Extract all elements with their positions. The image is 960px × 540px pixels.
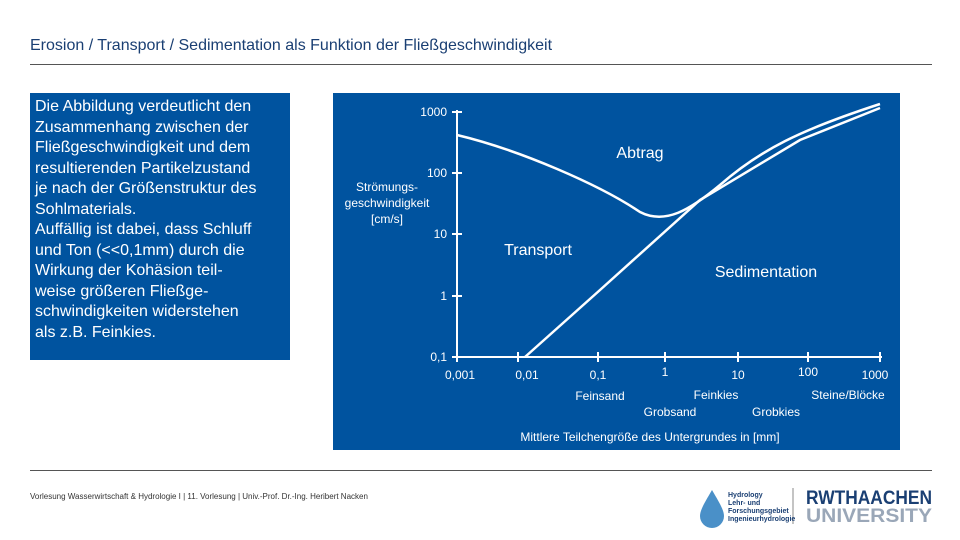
region-label: Sedimentation	[715, 264, 817, 281]
footer-text: Vorlesung Wasserwirtschaft & Hydrologie …	[30, 492, 368, 501]
y-tick-label: 10	[434, 227, 448, 241]
x-tick-label: 0,001	[445, 368, 475, 382]
grain-class: Feinsand	[575, 389, 624, 403]
text-line: Die Abbildung verdeutlicht den	[35, 98, 252, 115]
grain-class: Steine/Blöcke	[811, 388, 885, 402]
slide-title: Erosion / Transport / Sedimentation als …	[30, 37, 553, 54]
y-tick-label: 1	[440, 289, 447, 303]
x-tick-label: 100	[798, 365, 818, 379]
text-line: Zusammenhang zwischen der	[35, 118, 249, 136]
logo-hydro-text: Hydrology	[728, 492, 763, 499]
footer-rule	[30, 470, 932, 471]
x-tick-label: 1000	[862, 368, 889, 382]
grain-class: Grobsand	[644, 405, 697, 419]
y-axis-label: [cm/s]	[371, 212, 403, 226]
erosion-curve	[456, 102, 881, 218]
x-tick-label: 0,1	[590, 368, 607, 382]
text-box: Die Abbildung verdeutlicht den Zusammenha…	[30, 93, 290, 360]
y-tick-label: 0,1	[430, 350, 447, 364]
text-line: schwindigkeiten widerstehen	[35, 303, 239, 320]
grain-class: Grobkies	[752, 405, 800, 419]
text-line: Auffällig ist dabei, dass Schluff	[35, 221, 252, 238]
logo-hydro-text: Lehr- und	[728, 500, 760, 507]
text-line: Sohlmaterials.	[35, 200, 137, 218]
logo-rwth-text: UNIVERSITY	[806, 506, 932, 527]
text-line: Wirkung der Kohäsion teil-	[35, 262, 223, 279]
x-axis-label: Mittlere Teilchengröße des Untergrundes …	[520, 430, 779, 444]
figure-panel	[333, 93, 900, 450]
text-line: weise größeren Fließge-	[35, 282, 209, 300]
text-line: resultierenden Partikelzustand	[35, 159, 251, 177]
logo-hydro-text: Forschungsgebiet	[728, 508, 789, 515]
logo-hydro	[700, 488, 794, 528]
sedimentation-curve	[524, 106, 881, 358]
logo-hydro-text: Ingenieurhydrologie	[728, 516, 795, 523]
y-axis-label: geschwindigkeit	[345, 196, 430, 210]
text-line: als z.B. Feinkies.	[35, 323, 156, 341]
x-tick-label: 0,01	[515, 368, 539, 382]
text-line: je nach der Größenstruktur des	[35, 180, 257, 197]
y-tick-label: 100	[427, 166, 447, 180]
text-line: und Ton (<<0,1mm) durch die	[35, 241, 245, 259]
region-label: Abtrag	[616, 145, 663, 162]
text-line: Fließgeschwindigkeit und dem	[35, 139, 251, 156]
y-tick-label: 1000	[420, 105, 447, 119]
y-axis-label: Strömungs-	[356, 180, 418, 194]
header-rule	[30, 64, 932, 65]
x-tick-label: 1	[662, 365, 669, 379]
region-label: Transport	[504, 242, 572, 259]
x-tick-label: 10	[731, 368, 745, 382]
logo-rwth-text: RWTHAACHEN	[806, 488, 932, 509]
grain-class: Feinkies	[694, 388, 739, 402]
drop-icon	[700, 490, 724, 528]
